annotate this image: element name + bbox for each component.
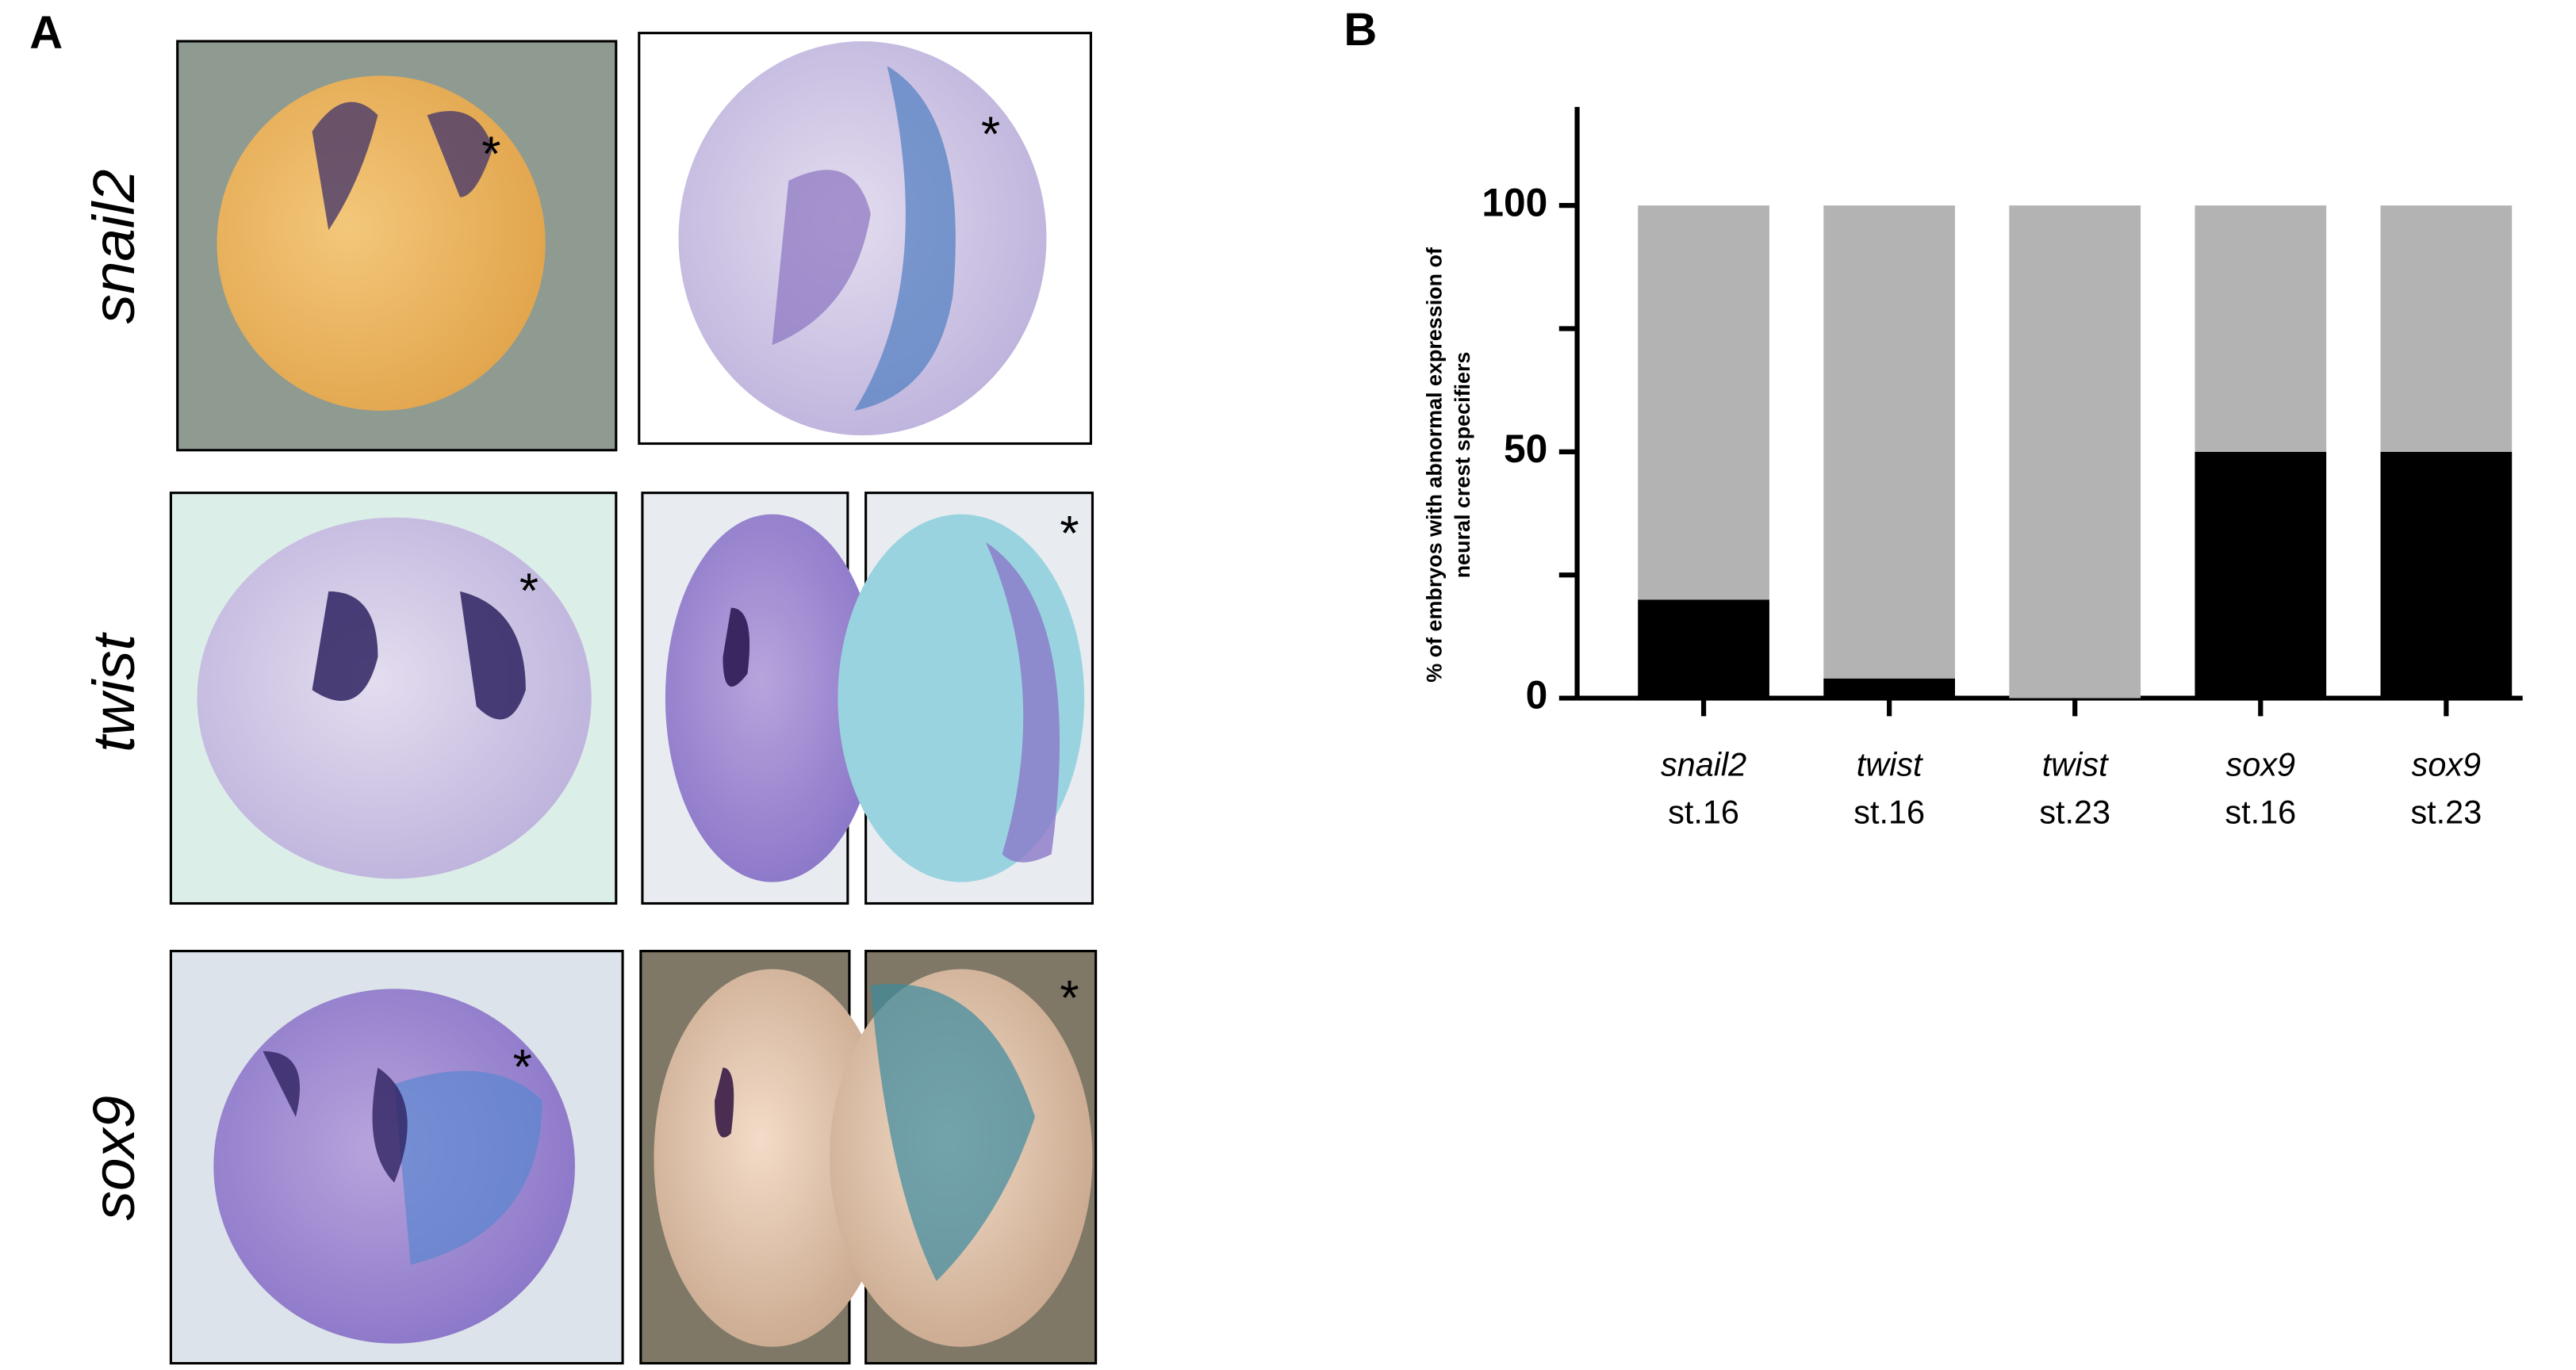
x-tick-label: twist [1857,747,1923,783]
bar-segment [1638,205,1769,600]
bar-segment [2195,451,2327,698]
asterisk: * [981,108,1000,163]
bar-segment [1823,205,1955,679]
asterisk: * [481,127,500,182]
row-label: snail2 [80,170,147,324]
bar-segment [1823,678,1955,698]
y-tick-label: 0 [1526,673,1548,718]
x-tick-label: sox9 [2412,747,2481,783]
photo [169,492,618,905]
photo [838,492,1094,905]
x-tick-sublabel: st.16 [1668,794,1739,831]
photo [169,950,624,1365]
asterisk: * [1060,971,1079,1026]
bar-segment [2009,205,2141,698]
x-tick-sublabel: st.23 [2039,794,2110,831]
asterisk: * [519,564,539,618]
y-tick-label: 50 [1504,427,1547,471]
asterisk: * [1060,507,1079,561]
photo [638,32,1092,446]
bar-segment [1638,599,1769,698]
y-axis-label: neural crest specifiers [1451,352,1474,579]
photo [639,950,891,1365]
y-axis-label: % of embryos with abnormal expression of [1423,247,1447,683]
x-tick-label: sox9 [2226,747,2295,783]
photo [641,492,880,905]
row-label: twist [80,632,147,752]
asterisk: * [513,1040,532,1095]
panel-label: B [1344,4,1377,55]
bar-segment [2195,205,2327,452]
row-label: sox9 [80,1096,147,1220]
bar-segment [2380,451,2513,698]
photo [830,950,1098,1365]
panel-label: A [29,7,63,59]
x-tick-sublabel: st.16 [1853,794,1925,831]
x-tick-sublabel: st.23 [2410,794,2482,831]
bar-segment [2380,205,2513,452]
y-tick-label: 100 [1482,180,1547,224]
photo [176,40,618,452]
x-tick-label: snail2 [1661,747,1746,783]
x-tick-sublabel: st.16 [2225,794,2296,831]
x-tick-label: twist [2042,747,2109,783]
